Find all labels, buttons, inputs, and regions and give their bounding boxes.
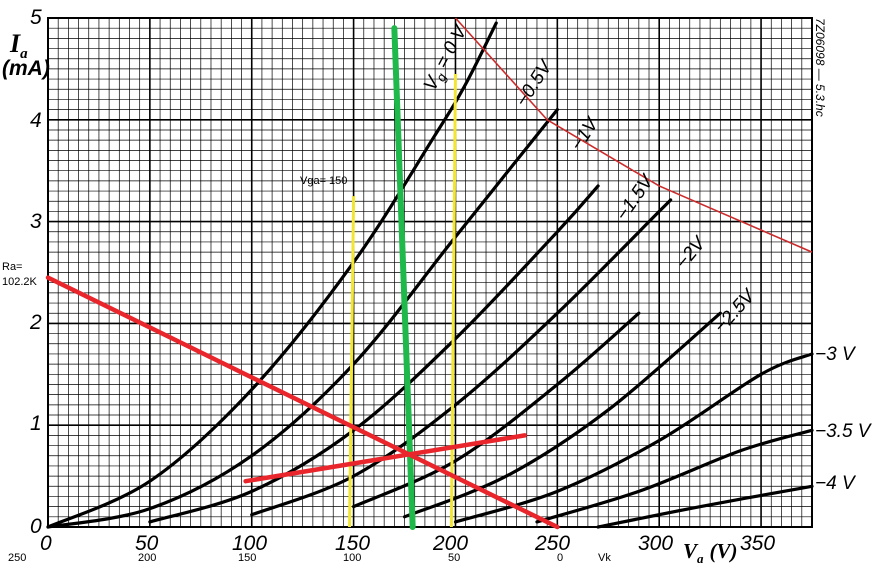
- y-axis-label-main: I: [9, 29, 21, 58]
- y-tick-label: 2: [29, 311, 42, 334]
- vk-axis-label: Vk: [598, 552, 611, 564]
- tube-curves: [46, 21, 814, 529]
- y-tick-label: 0: [30, 515, 42, 538]
- x-axis-label-main: V: [683, 539, 699, 563]
- x-tick-label: 0: [40, 532, 52, 555]
- series-curve-4: [352, 311, 641, 509]
- figure-code: 7Z06098 — 5.3.hc: [813, 18, 827, 117]
- plot-border: [47, 17, 813, 528]
- series-curve-6: [453, 352, 814, 524]
- y-tick-label: 1: [30, 412, 42, 435]
- vk-tick-label: 0: [557, 552, 563, 564]
- y-axis-label: Ia: [9, 29, 28, 62]
- series-curve-0: [46, 21, 498, 529]
- x-axis-label-unit: (V): [710, 539, 738, 563]
- series-curve-2: [148, 184, 600, 524]
- curve-label-m4: −4 V: [815, 473, 857, 494]
- vk-tick-label: 250: [8, 552, 26, 564]
- series-curve-1: [46, 108, 559, 529]
- y-tick-label: 5: [30, 6, 42, 29]
- curve-label-m05: −0.5V: [512, 55, 558, 110]
- overlay-lines: [45, 17, 813, 530]
- x-tick-labels: 0 50 100 150 200 250 300 350: [40, 532, 775, 555]
- y-tick-label: 4: [30, 109, 42, 132]
- vk-tick-labels: 250 200 150 100 50 0 Vk: [8, 552, 611, 564]
- series-curve-5: [402, 311, 722, 519]
- ra-annotation: Ra= 102.2K: [2, 261, 38, 288]
- series-curve-8: [596, 484, 814, 529]
- load-line: [45, 275, 560, 530]
- bias-line: [243, 433, 527, 484]
- x-tick-label: 150: [335, 532, 370, 555]
- x-tick-label: 200: [432, 532, 468, 555]
- yellow-marker-line-1: [449, 73, 457, 528]
- curve-label-m25: −2.5V: [710, 284, 761, 337]
- green-marker-line: [391, 25, 416, 530]
- x-axis-label-sub: a: [697, 551, 704, 566]
- series-curve-3: [250, 198, 673, 517]
- curve-label-m35: −3.5 V: [815, 421, 873, 442]
- curve-label-m1: −1V: [567, 113, 605, 155]
- y-axis-label-sub: a: [20, 46, 28, 62]
- vk-tick-label: 150: [238, 552, 256, 564]
- x-tick-label: 50: [135, 532, 159, 555]
- vk-tick-label: 50: [448, 552, 460, 564]
- vk-tick-label: 100: [343, 552, 361, 564]
- x-tick-label: 100: [232, 532, 267, 555]
- x-tick-label: 250: [534, 532, 570, 555]
- y-tick-labels: 0 1 2 3 4 5: [29, 6, 42, 538]
- yellow-marker-line-0: [348, 196, 356, 528]
- x-tick-label: 350: [740, 532, 775, 555]
- x-axis-label: Va (V): [683, 539, 738, 566]
- vga-annotation: Vga= 150: [300, 175, 347, 187]
- x-tick-label: 300: [638, 532, 673, 555]
- curve-label-m3: −3 V: [815, 344, 857, 365]
- vk-tick-label: 200: [138, 552, 156, 564]
- ra-annotation-line-1: Ra=: [2, 261, 23, 273]
- y-axis-unit: (mA): [2, 57, 50, 80]
- max-dissipation-curve: [454, 17, 813, 253]
- ra-annotation-line-2: 102.2K: [2, 276, 38, 288]
- y-tick-label: 3: [30, 210, 42, 233]
- series-curve-7: [535, 428, 814, 524]
